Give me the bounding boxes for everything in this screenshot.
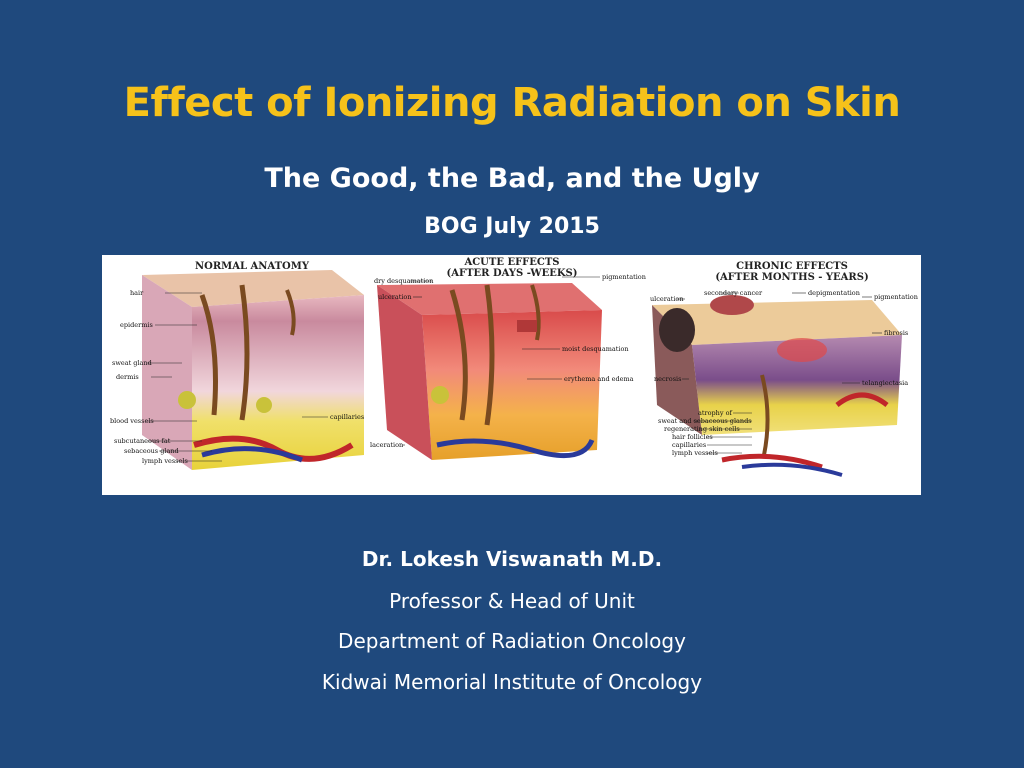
- panel-title: ACUTE EFFECTS: [463, 257, 559, 268]
- anatomy-label: dermis: [116, 373, 139, 381]
- anatomy-label: ulceration: [650, 295, 684, 303]
- anatomy-label: lymph vessels: [672, 449, 718, 457]
- slide-subtitle: The Good, the Bad, and the Ugly: [264, 163, 760, 194]
- anatomy-label: sebaceous gland: [124, 447, 179, 455]
- anatomy-label: atrophy of: [698, 409, 733, 417]
- anatomy-label: hair: [130, 289, 144, 297]
- anatomy-label: capillaries: [672, 441, 706, 449]
- author-name: Dr. Lokesh Viswanath M.D.: [361, 547, 663, 571]
- author-department: Department of Radiation Oncology: [338, 629, 686, 653]
- author-institution: Kidwai Memorial Institute of Oncology: [321, 670, 703, 694]
- anatomy-label: pigmentation: [874, 293, 918, 301]
- anatomy-label: subcutaneous fat: [114, 437, 171, 445]
- anatomy-label: dry desquamation: [374, 277, 433, 285]
- anatomy-label: epidermis: [120, 321, 153, 329]
- skin-figure: NORMAL ANATOMY hair epidermis sweat gland de…: [102, 255, 921, 495]
- anatomy-label: laceration: [370, 441, 403, 449]
- anatomy-label: fibrosis: [884, 329, 908, 337]
- panel-title: CHRONIC EFFECTS: [736, 261, 848, 272]
- anatomy-label: moist desquamation: [562, 345, 629, 353]
- anatomy-label: capillaries: [330, 413, 364, 421]
- anatomy-label: depigmentation: [808, 289, 860, 297]
- panel-title: (AFTER DAYS -WEEKS): [447, 268, 578, 279]
- slide-title: Effect of Ionizing Radiation on Skin: [123, 80, 901, 126]
- panel-normal-art: [142, 270, 364, 470]
- panel-title: (AFTER MONTHS - YEARS): [715, 272, 868, 283]
- anatomy-label: lymph vessels: [142, 457, 188, 465]
- anatomy-label: telangiectasia: [862, 379, 908, 387]
- event-label: BOG July 2015: [424, 214, 600, 239]
- anatomy-label: sweat gland: [112, 359, 152, 367]
- panel-chronic-art: [652, 295, 902, 477]
- anatomy-label: erythema and edema: [564, 375, 634, 383]
- panel-acute-art: [377, 283, 602, 460]
- panel-title: NORMAL ANATOMY: [195, 261, 310, 272]
- anatomy-label: pigmentation: [602, 273, 646, 281]
- figure-canvas: NORMAL ANATOMY hair epidermis sweat gland de…: [110, 257, 918, 477]
- author-position: Professor & Head of Unit: [389, 589, 635, 613]
- anatomy-label: ulceration: [378, 293, 412, 301]
- anatomy-label: hair follicles: [672, 433, 713, 441]
- anatomy-label: necrosis: [654, 375, 681, 383]
- anatomy-label: blood vessels: [110, 417, 154, 425]
